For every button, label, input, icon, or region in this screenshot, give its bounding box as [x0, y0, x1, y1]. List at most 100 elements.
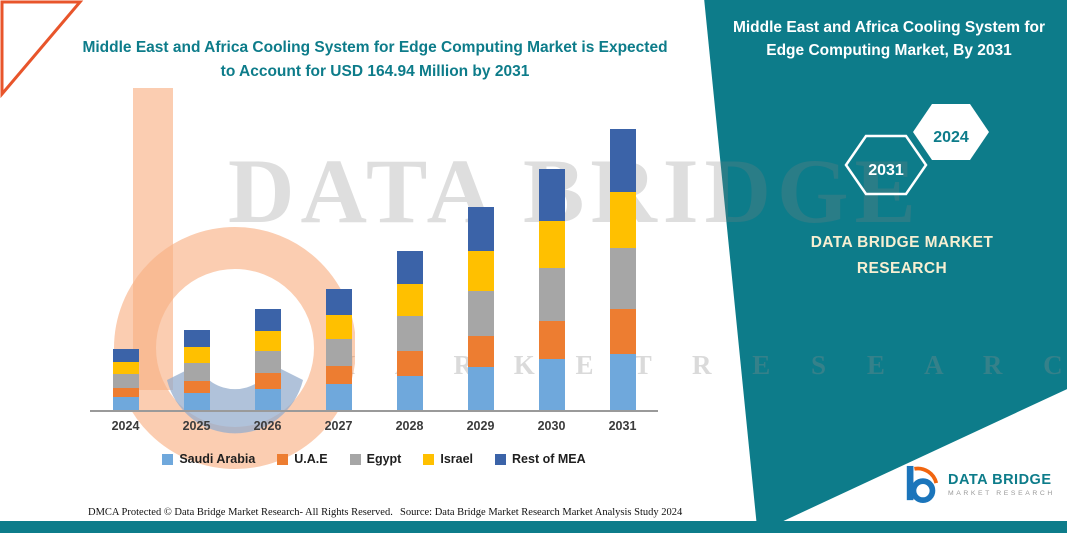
stacked-bar-2029 [467, 207, 494, 410]
stacked-bar-2026 [254, 309, 281, 410]
bar-segment-israel [183, 346, 210, 364]
bar-segment-rest-of-mea [254, 309, 281, 331]
brand-text: DATA BRIDGE MARKET RESEARCH [762, 230, 1042, 283]
bar-segment-saudi-arabia [325, 384, 352, 410]
bar-segment-saudi-arabia [538, 358, 565, 410]
x-axis-label-2026: 2026 [253, 419, 282, 433]
x-axis-label-2024: 2024 [111, 419, 140, 433]
side-panel-title: Middle East and Africa Cooling System fo… [732, 19, 1046, 60]
x-axis-label-2031: 2031 [608, 419, 637, 433]
bar-segment-israel [396, 283, 423, 317]
legend-item-rest-of-mea: Rest of MEA [495, 452, 586, 466]
legend-label-israel: Israel [440, 452, 474, 466]
legend-label-egypt: Egypt [366, 452, 402, 466]
bar-segment-rest-of-mea [396, 250, 423, 284]
bar-segment-saudi-arabia [467, 367, 494, 410]
bar-column-2030 [516, 122, 587, 410]
hexagon-2031-label: 2031 [868, 162, 904, 179]
bar-segment-egypt [609, 247, 636, 310]
stacked-bar-2025 [183, 329, 210, 410]
watermark-data-bridge: DATA BRIDGE [228, 140, 922, 242]
bar-segment-egypt [467, 291, 494, 336]
x-axis-label-2027: 2027 [324, 419, 353, 433]
bar-segment-israel [325, 314, 352, 340]
logo-subtitle: MARKET RESEARCH [948, 489, 1055, 497]
bar-column-2024 [90, 122, 161, 410]
bar-segment-egypt [396, 316, 423, 352]
bar-segment-rest-of-mea [183, 329, 210, 347]
legend-swatch-israel [423, 453, 435, 465]
bar-segment-israel [467, 250, 494, 292]
logo-name: DATA BRIDGE [948, 471, 1052, 488]
bottom-teal-bar [0, 521, 1067, 533]
bar-segment-egypt [254, 351, 281, 374]
bar-segment-israel [609, 191, 636, 248]
x-axis-label-2025: 2025 [182, 419, 211, 433]
legend-item-u-a-e: U.A.E [277, 452, 328, 466]
data-bridge-logo-text: DATA BRIDGE MARKET RESEARCH [948, 472, 1055, 497]
bar-segment-saudi-arabia [254, 388, 281, 410]
x-axis-label-2030: 2030 [537, 419, 566, 433]
bar-segment-rest-of-mea [609, 128, 636, 192]
bar-segment-rest-of-mea [467, 207, 494, 251]
stacked-bar-2024 [112, 348, 139, 410]
legend-item-israel: Israel [423, 452, 473, 466]
bar-segment-rest-of-mea [325, 288, 352, 315]
stacked-bar-2027 [325, 288, 352, 410]
dmca-notice: DMCA Protected © Data Bridge Market Rese… [88, 507, 393, 518]
bar-segment-saudi-arabia [609, 353, 636, 410]
bar-column-2028 [374, 122, 445, 410]
x-axis-label-2029: 2029 [466, 419, 495, 433]
legend-item-saudi-arabia: Saudi Arabia [162, 452, 255, 466]
stacked-bar-2030 [538, 169, 565, 410]
data-bridge-logo-icon [906, 465, 939, 503]
legend-item-egypt: Egypt [349, 452, 402, 466]
chart-title: Middle East and Africa Cooling System fo… [82, 39, 668, 81]
bar-segment-saudi-arabia [183, 392, 210, 410]
hexagon-2024: 2024 [913, 104, 989, 160]
year-hexagons: 2024 2031 [844, 104, 989, 196]
bar-column-2031 [587, 122, 658, 410]
legend-label-saudi-arabia: Saudi Arabia [179, 452, 256, 466]
corner-triangle-decoration [0, 0, 84, 99]
legend-swatch-egypt [349, 453, 361, 465]
bar-column-2029 [445, 122, 516, 410]
x-axis-label-2028: 2028 [395, 419, 424, 433]
bar-segment-rest-of-mea [112, 348, 139, 363]
bar-segment-u-a-e [183, 381, 210, 393]
bar-segment-israel [538, 220, 565, 269]
legend-label-rest-of-mea: Rest of MEA [512, 452, 586, 466]
bar-segment-israel [254, 330, 281, 352]
bar-segment-rest-of-mea [538, 169, 565, 221]
bar-segment-egypt [325, 339, 352, 366]
bar-column-2026 [232, 122, 303, 410]
brand-line2: RESEARCH [856, 260, 948, 278]
source-note: Source: Data Bridge Market Research Mark… [400, 507, 683, 518]
bar-segment-u-a-e [467, 335, 494, 368]
bar-column-2027 [303, 122, 374, 410]
bar-segment-saudi-arabia [112, 397, 139, 410]
brand-line1: DATA BRIDGE MARKET [810, 234, 994, 251]
hexagon-2031: 2031 [844, 134, 928, 196]
bar-segment-israel [112, 362, 139, 375]
bar-segment-u-a-e [325, 365, 352, 385]
plot-area [90, 122, 658, 412]
bar-segment-saudi-arabia [396, 375, 423, 410]
bar-segment-egypt [112, 374, 139, 388]
bar-segment-u-a-e [254, 373, 281, 389]
watermark-market-research: M A R K E T R E S E A R C H [330, 350, 1067, 380]
stacked-bar-2031 [609, 128, 636, 410]
x-axis-labels: 2024 2025 2026 2027 2028 2029 2030 2031 [90, 419, 658, 433]
bar-segment-egypt [183, 363, 210, 382]
bar-segment-u-a-e [609, 309, 636, 354]
legend-swatch-saudi-arabia [162, 453, 174, 465]
data-bridge-logo: DATA BRIDGE MARKET RESEARCH [903, 462, 1055, 506]
legend-label-u-a-e: U.A.E [294, 452, 328, 466]
stacked-bar-2028 [396, 250, 423, 410]
hexagon-2024-label: 2024 [933, 129, 969, 146]
bar-segment-u-a-e [396, 351, 423, 376]
bar-column-2025 [161, 122, 232, 410]
legend-swatch-rest-of-mea [495, 453, 507, 465]
legend: Saudi Arabia U.A.E Egypt Israel Rest of MEA [80, 452, 668, 466]
